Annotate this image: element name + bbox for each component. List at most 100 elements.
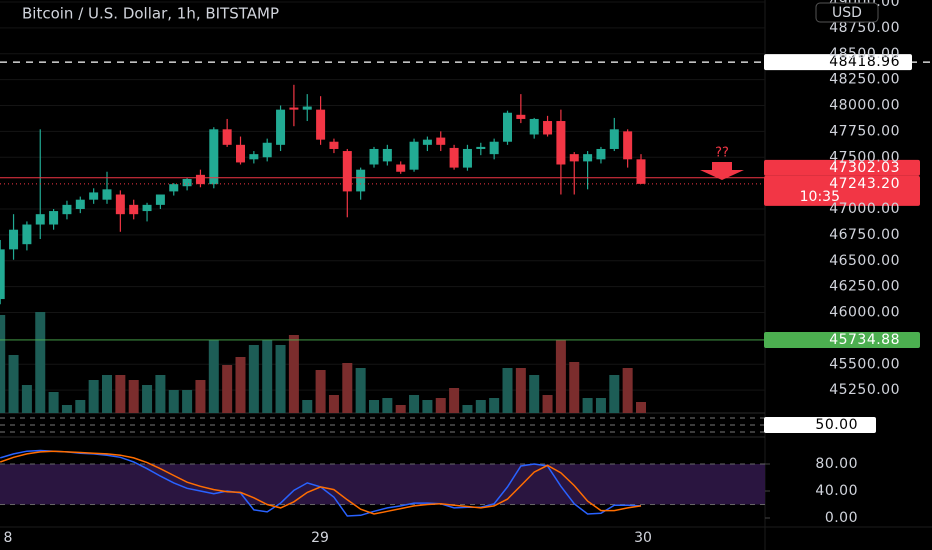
y-tick-label: 48500.00 [829, 46, 900, 62]
rsi-level-box [764, 417, 876, 433]
volume-bar [35, 312, 46, 413]
volume-bar [155, 375, 166, 413]
volume-bar [208, 340, 219, 413]
volume-bar [235, 357, 246, 413]
volume-bar [595, 398, 606, 413]
volume-bar [609, 375, 620, 413]
volume-bar [275, 345, 286, 413]
volume-bar [582, 398, 593, 413]
volume-bar [409, 395, 420, 413]
candle-body [382, 148, 392, 162]
grid [0, 1, 765, 391]
candle-body [129, 204, 139, 215]
candle-body [356, 169, 366, 192]
last-price-box [764, 175, 920, 206]
y-tick-label: 47500.00 [829, 149, 900, 165]
x-tick-label: 29 [311, 530, 329, 546]
y-tick-label: 48250.00 [829, 72, 900, 88]
candles [0, 84, 646, 305]
volume-bar [529, 375, 540, 413]
candle-body [142, 204, 152, 212]
volume-bar [61, 405, 72, 413]
candle-body [476, 146, 486, 149]
volume-bar [88, 380, 99, 413]
volume-bar [502, 368, 513, 413]
candle-body [75, 199, 85, 209]
volume-bar [21, 385, 32, 413]
x-tick-label: 8 [4, 530, 13, 546]
volume-bar [462, 405, 473, 413]
volume-bar [342, 363, 353, 413]
price-line-box [764, 331, 920, 348]
last-price-label: 47243.20 [829, 176, 900, 192]
candle-body [583, 154, 593, 162]
y-tick-label: 45250.00 [829, 382, 900, 398]
candle-body [449, 147, 459, 168]
candle-body [0, 249, 5, 300]
rsi-level-label: 50.00 [815, 417, 858, 433]
volume-bar [182, 390, 193, 413]
currency-button[interactable] [815, 2, 879, 23]
volume-bar [395, 405, 406, 413]
candle-body [155, 194, 165, 205]
x-tick-label: 30 [634, 530, 652, 546]
volume-bar [435, 398, 446, 413]
candle-body [396, 164, 406, 172]
candle-body [22, 224, 32, 245]
candle-body [276, 109, 286, 145]
y-tick-label: 46500.00 [829, 253, 900, 269]
y-tick-label: 47750.00 [829, 123, 900, 139]
candle-body [169, 184, 179, 192]
candle-body [62, 204, 72, 215]
candle-body [596, 148, 606, 160]
stoch-tick-label: 80.00 [815, 456, 858, 472]
annotation-text: ?? [715, 146, 729, 161]
y-tick-label: 46250.00 [829, 279, 900, 295]
stoch-tick-label: 40.00 [815, 483, 858, 499]
volume-bar [142, 385, 153, 413]
y-tick-label: 48750.00 [829, 20, 900, 36]
candle-body [342, 151, 352, 192]
stoch-tick-label: 0.00 [825, 510, 858, 526]
candle-body [102, 189, 112, 200]
volume-bar [168, 390, 179, 413]
candle-body [422, 139, 432, 145]
volume [0, 312, 646, 413]
candle-body [516, 114, 526, 119]
price-line-label: 45734.88 [829, 332, 900, 348]
price-line-label: 47302.03 [829, 160, 900, 176]
volume-bar [636, 402, 646, 413]
candle-body [623, 131, 633, 160]
currency-label[interactable]: USD [832, 5, 862, 21]
volume-bar [555, 340, 566, 413]
candle-body [9, 229, 19, 250]
candle-body [222, 129, 232, 145]
candle-body [89, 192, 99, 200]
volume-bar [369, 400, 379, 413]
volume-bar [475, 400, 486, 413]
y-tick-label: 46000.00 [829, 305, 900, 321]
candle-body [209, 129, 219, 185]
price-line-label: 48418.96 [829, 54, 900, 70]
chart-title: Bitcoin / U.S. Dollar, 1h, BITSTAMP [22, 5, 279, 23]
candle-body [636, 159, 646, 184]
countdown-label: 10:35 [800, 189, 840, 205]
volume-bar [355, 368, 366, 413]
candle-body [195, 174, 205, 185]
candle-body [316, 109, 326, 140]
candle-body [115, 194, 125, 215]
candle-body [182, 178, 192, 187]
candle-body [489, 141, 499, 155]
candle-body [409, 141, 419, 170]
candle-body [236, 144, 245, 163]
candle-body [329, 141, 339, 149]
volume-bar [222, 365, 233, 413]
candle-body [529, 118, 539, 135]
price-axis: 49000.0048750.0048500.0048250.0048000.00… [829, 0, 900, 398]
volume-bar [515, 368, 526, 413]
volume-bar [422, 400, 433, 413]
